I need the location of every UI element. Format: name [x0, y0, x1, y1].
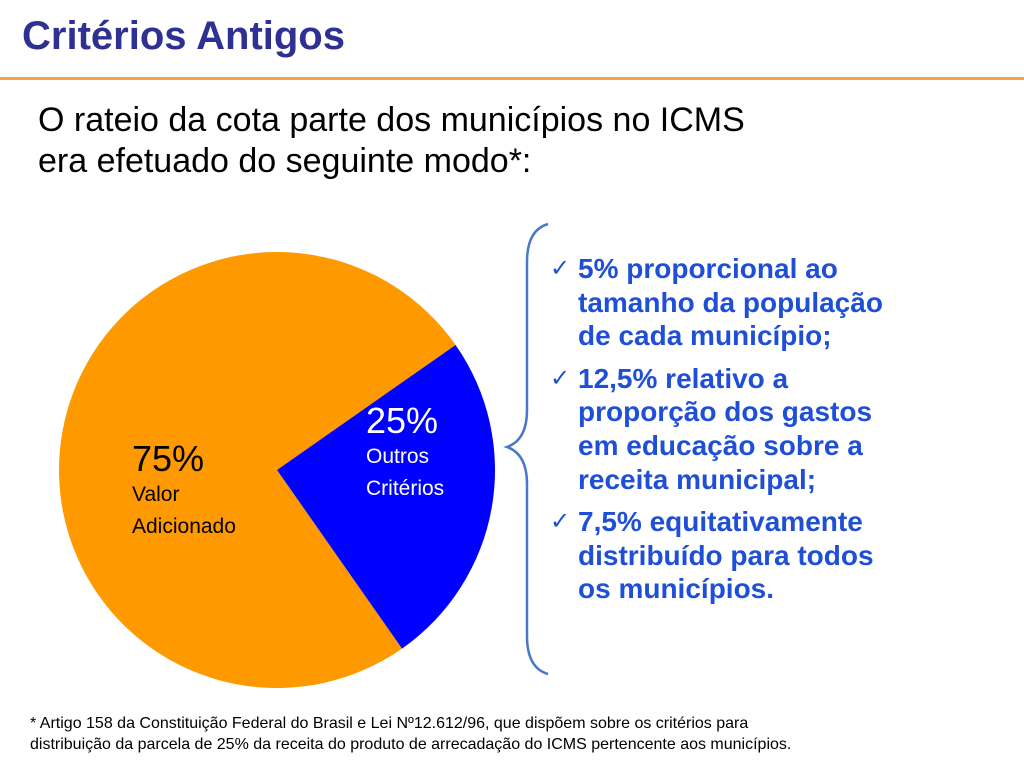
- list-item-line: os municípios.: [578, 573, 775, 605]
- list-item-line: proporção dos gastos: [578, 396, 873, 428]
- list-item-line: em educação sobre a: [578, 429, 863, 461]
- pie-slice-valor-adicionado: [59, 252, 456, 689]
- checkmark-icon: ✓: [550, 254, 571, 282]
- list-item-line: de cada município;: [578, 320, 832, 352]
- checkmark-icon: ✓: [550, 507, 571, 536]
- pie-percent-label: 75%: [132, 438, 205, 479]
- footnote-line: distribuição da parcela de 25% da receit…: [30, 735, 792, 753]
- pie-slice-outros-criterios: [277, 344, 496, 649]
- list-item-line: receita municipal;: [578, 463, 817, 495]
- checkmark-icon: ✓: [550, 363, 571, 392]
- criteria-list: ✓ 5% proporcional ao tamanho da populaçã…: [550, 252, 990, 615]
- pie-slice-name: Valor: [132, 483, 180, 507]
- pie-label-outros-criterios: 25% Outros Critérios: [366, 400, 444, 504]
- pie-label-valor-adicionado: 75% Valor Adicionado: [132, 438, 236, 542]
- list-item: ✓ 7,5% equitativamente distribuído para …: [550, 505, 990, 606]
- pie-percent-label: 25%: [366, 400, 439, 441]
- pie-slice-name: Critérios: [366, 476, 445, 500]
- list-item-line: distribuído para todos: [578, 539, 874, 571]
- list-item-line: 5% proporcional ao: [578, 253, 838, 284]
- list-item: ✓ 5% proporcional ao tamanho da populaçã…: [550, 252, 990, 353]
- list-item: ✓ 12,5% relativo a proporção dos gastos …: [550, 362, 990, 496]
- pie-slice-name: Outros: [366, 445, 430, 469]
- slide-subtitle: O rateio da cota parte dos municípios no…: [38, 100, 998, 182]
- footnote-line: * Artigo 158 da Constituição Federal do …: [30, 715, 749, 732]
- pie-slice-name: Adicionado: [132, 514, 236, 538]
- list-item-line: tamanho da população: [578, 286, 883, 318]
- subtitle-line: O rateio da cota parte dos municípios no…: [38, 101, 745, 139]
- title-divider: [0, 77, 1024, 80]
- footnote: * Artigo 158 da Constituição Federal do …: [30, 714, 1010, 756]
- slide-title: Critérios Antigos: [22, 14, 345, 58]
- curly-brace: [503, 222, 549, 676]
- list-item-line: 12,5% relativo a: [578, 362, 789, 394]
- subtitle-line: era efetuado do seguinte modo*:: [38, 141, 532, 180]
- list-item-line: 7,5% equitativamente: [578, 506, 863, 538]
